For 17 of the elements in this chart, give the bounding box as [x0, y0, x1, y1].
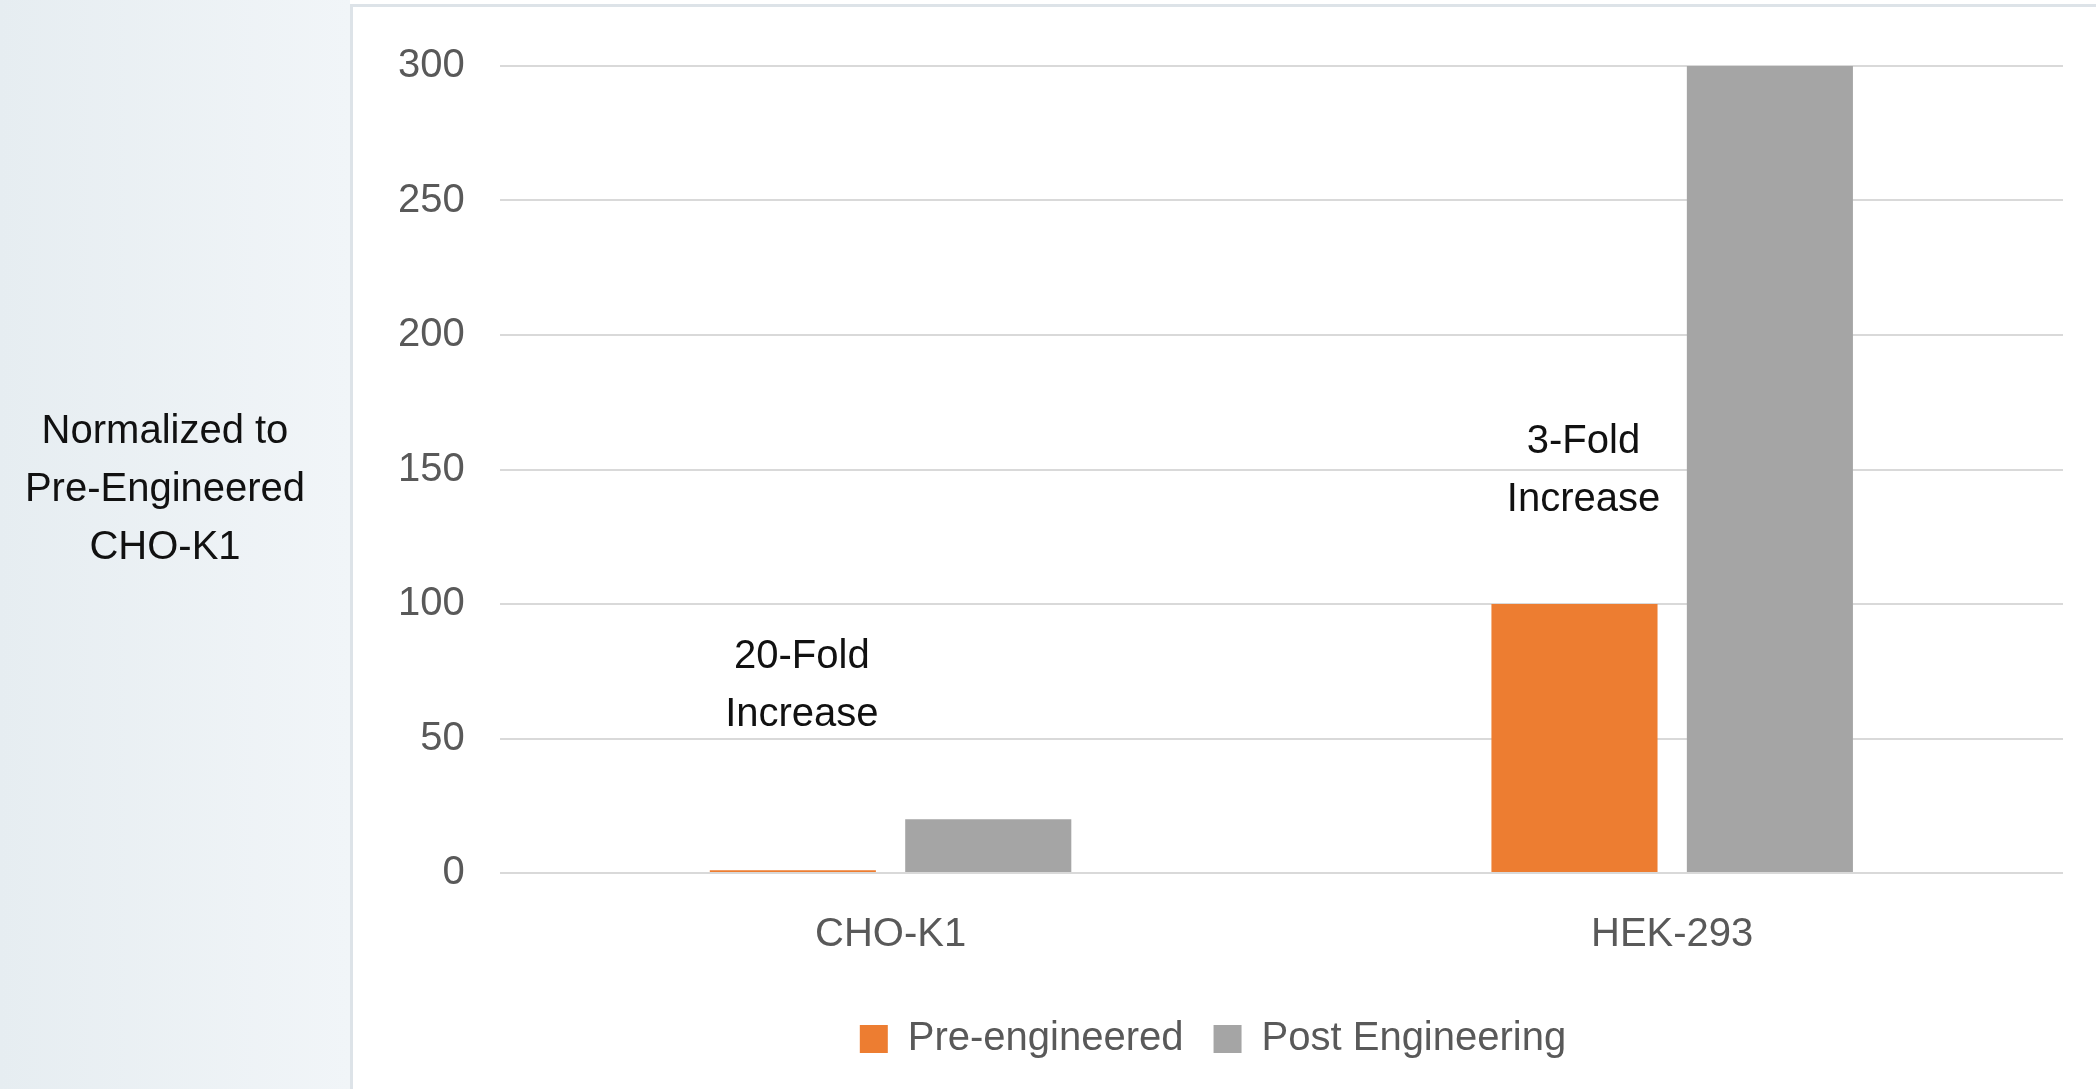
- legend-label: Pre-engineered: [907, 1014, 1184, 1059]
- y-tick-label: 200: [397, 310, 465, 355]
- annotation: 3-Fold Increase: [1506, 417, 1661, 520]
- annotation: 20-Fold Increase: [725, 632, 879, 735]
- y-tick-label: 0: [442, 848, 465, 893]
- y-tick-label: 250: [397, 175, 465, 220]
- bar: [1686, 66, 1853, 872]
- x-tick-label: CHO-K1: [814, 910, 967, 955]
- y-tick-label: 300: [397, 41, 465, 86]
- y-axis-title: Normalized to Pre-Engineered CHO-K1: [23, 406, 307, 569]
- y-tick-label: 50: [420, 713, 465, 758]
- legend-label: Post Engineering: [1261, 1014, 1567, 1059]
- y-tick-label: 150: [397, 444, 465, 489]
- x-tick-label: HEK-293: [1591, 910, 1754, 955]
- bar: [905, 819, 1072, 872]
- bar: [1491, 604, 1658, 872]
- y-tick-label: 100: [397, 579, 465, 624]
